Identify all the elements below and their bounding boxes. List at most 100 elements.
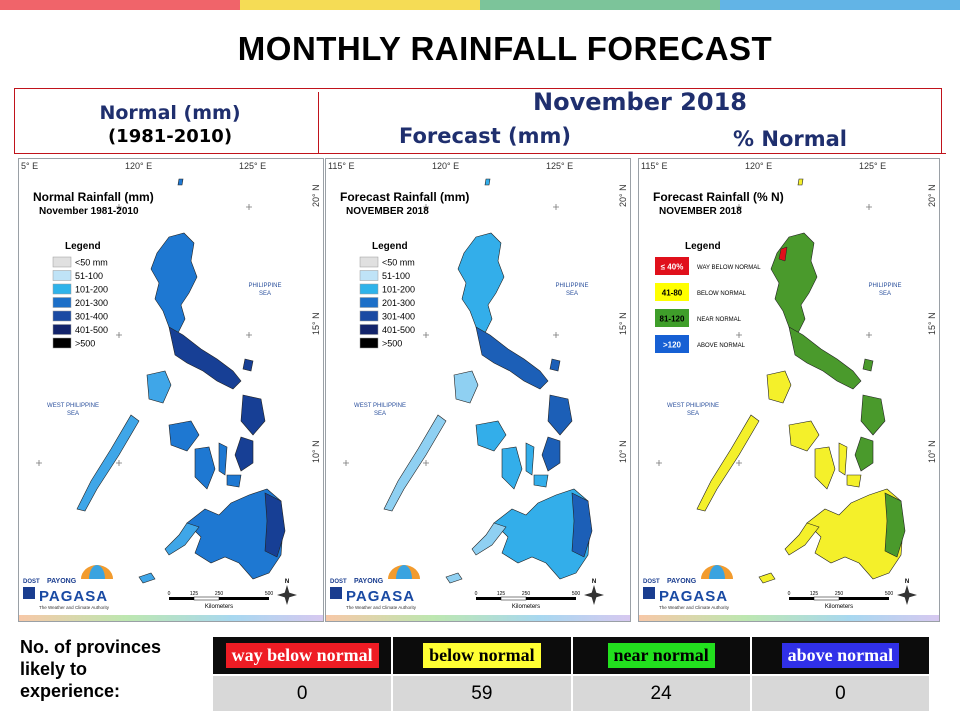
- dost-logo-icon: [23, 587, 35, 599]
- category-row: way below normal below normal near norma…: [213, 637, 932, 675]
- sea-label-west-philippine-2: SEA: [67, 411, 79, 417]
- legend-swatch: [655, 335, 689, 353]
- legend-swatch: [52, 270, 72, 281]
- map-subtitle: NOVEMBER 2018: [659, 206, 742, 217]
- island-cebu: [218, 442, 228, 476]
- legend-swatch: [52, 324, 72, 335]
- map-panel-normal: 5° E 120° E 125° E 20° N 15° N 10° N PHILIPPIN…: [18, 158, 324, 622]
- grid-cross: [553, 332, 559, 338]
- island-sulu: [138, 572, 156, 584]
- scale-tick-label: 500: [265, 591, 274, 597]
- lon-label-right: 125° E: [546, 161, 573, 171]
- scale-tick-label: 250: [835, 591, 844, 597]
- island-luzon-south: [475, 326, 549, 390]
- legend-label: 51-100: [75, 271, 103, 281]
- legend-label: 101-200: [75, 285, 108, 295]
- island-cebu: [838, 442, 848, 476]
- logo-tagline: The Weather and Climate Authority: [659, 605, 730, 610]
- grid-cross: [343, 460, 349, 466]
- legend-swatch: [52, 256, 72, 268]
- scale-tick-label: 125: [810, 591, 819, 597]
- island-sulu: [758, 572, 776, 584]
- island-sulu: [445, 572, 463, 584]
- legend-swatch: [359, 310, 379, 322]
- island-ilocos-red: [778, 246, 788, 262]
- island-palawan: [76, 414, 140, 512]
- north-label: N: [592, 579, 596, 585]
- lon-label-left: 115° E: [641, 161, 667, 171]
- island-bohol: [226, 474, 242, 488]
- island-luzon: [150, 232, 198, 336]
- map-title: Forecast Rainfall (% N): [653, 190, 784, 204]
- legend-swatch: [359, 283, 379, 295]
- island-catanduanes: [549, 358, 561, 372]
- sea-label-philippine: PHILIPPINE: [555, 283, 588, 289]
- normal-rainfall-map: 5° E 120° E 125° E 20° N 15° N 10° N PHILIPPIN…: [19, 161, 323, 621]
- lon-label-mid: 120° E: [125, 161, 152, 171]
- lon-label-right: 125° E: [239, 161, 266, 171]
- provinces-label: No. of provinces likely to experience:: [20, 636, 200, 702]
- legend-swatch: [359, 324, 379, 335]
- umbrella-icon-inner: [89, 565, 105, 579]
- provinces-label-line: likely to: [20, 659, 88, 679]
- legend-label: 301-400: [75, 312, 108, 322]
- forecast-rainfall-map: 115° E 120° E 125° E 20° N 15° N 10° N PHILIPP…: [326, 161, 630, 621]
- grid-cross: [116, 204, 122, 210]
- provinces-label-line: experience:: [20, 681, 121, 701]
- island-batanes: [177, 178, 184, 186]
- logo-tagline: The Weather and Climate Authority: [346, 605, 417, 610]
- island-samar: [547, 394, 573, 436]
- lon-label-mid: 120° E: [745, 161, 772, 171]
- lon-label-mid: 120° E: [432, 161, 459, 171]
- lon-label-left: 5° E: [21, 161, 38, 171]
- category-way-below-normal: way below normal: [225, 643, 379, 668]
- scale-tick-label: 125: [497, 591, 506, 597]
- logo-payong-text: PAYONG: [47, 578, 77, 585]
- lon-label-left: 115° E: [328, 161, 354, 171]
- island-palawan: [383, 414, 447, 512]
- category-cell: above normal: [750, 637, 932, 675]
- sea-label-west-philippine-2: SEA: [374, 411, 386, 417]
- scale-tick-label: 250: [215, 591, 224, 597]
- island-samar: [860, 394, 886, 436]
- strip-segment: [720, 0, 960, 10]
- island-panay: [168, 420, 200, 452]
- legend-swatch: [359, 337, 379, 349]
- scale-bar-segment: [500, 596, 527, 601]
- island-mindanao-east: [571, 492, 593, 558]
- island-batanes: [797, 178, 804, 186]
- sea-label-philippine: PHILIPPINE: [248, 283, 281, 289]
- logo-pagasa-text: PAGASA: [659, 588, 728, 605]
- count-row: 0 59 24 0: [213, 674, 932, 711]
- legend-label: 41-80: [662, 289, 683, 298]
- umbrella-icon-inner: [396, 565, 412, 579]
- map-title: Forecast Rainfall (mm): [340, 190, 469, 204]
- logo-tagline: The Weather and Climate Authority: [39, 605, 110, 610]
- frame-line-top: [14, 88, 942, 89]
- legend-label: <50 mm: [75, 258, 108, 268]
- legend-label: 201-300: [382, 298, 415, 308]
- lat-label-15: 15° N: [927, 312, 937, 335]
- sea-label-philippine-2: SEA: [566, 291, 578, 297]
- scale-tick-label: 125: [190, 591, 199, 597]
- island-mindanao: [493, 488, 591, 580]
- lat-label-15: 15° N: [311, 312, 321, 335]
- map-subtitle: NOVEMBER 2018: [346, 206, 429, 217]
- legend-label: >500: [75, 339, 95, 349]
- grid-cross: [116, 460, 122, 466]
- island-negros: [501, 446, 523, 490]
- sea-label-philippine-2: SEA: [879, 291, 891, 297]
- grid-cross: [866, 332, 872, 338]
- frame-line-divider: [318, 92, 319, 154]
- logo-payong-text: PAYONG: [354, 578, 384, 585]
- panel-bottom-strip: [326, 615, 630, 621]
- legend-description: ABOVE NORMAL: [697, 343, 746, 349]
- island-mindanao: [186, 488, 284, 580]
- logo-dost-text: DOST: [643, 579, 660, 585]
- island-mindanao: [806, 488, 904, 580]
- legend-label: <50 mm: [382, 258, 415, 268]
- scale-bar-segment: [193, 596, 220, 601]
- legend-swatch: [52, 283, 72, 295]
- north-label: N: [285, 579, 289, 585]
